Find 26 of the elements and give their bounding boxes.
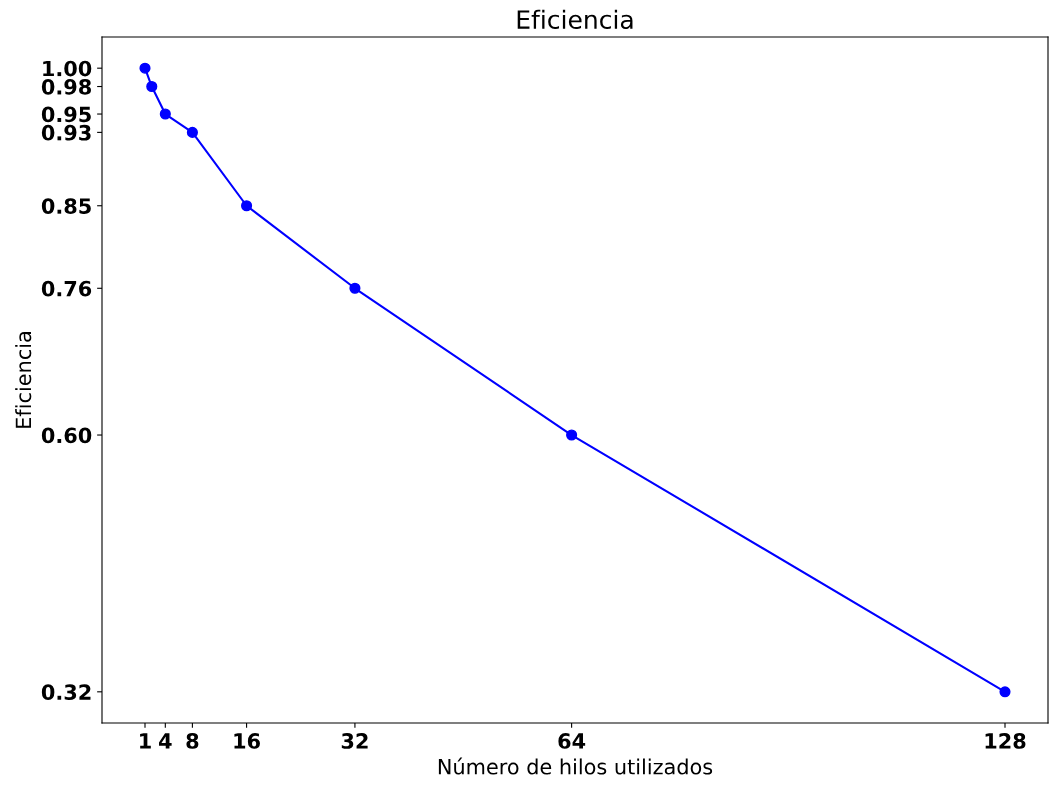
x-tick-label: 64 [558,733,586,749]
y-tick-label: 0.76 [41,280,92,297]
point [139,62,151,74]
point [241,200,253,212]
x-tick-label: 4 [159,733,172,749]
y-tick-label: 0.85 [41,198,91,214]
y-tick-label: 0.93 [41,124,91,141]
point [349,282,361,294]
x-tick-label: 32 [341,733,368,749]
x-tick-label: 1 [140,733,151,749]
point [146,80,158,93]
point [566,429,578,441]
point [186,126,198,138]
x-tick-label: 16 [234,733,260,749]
chart-title: Eficiencia [517,9,633,30]
point [999,686,1011,698]
y-tick-label: 1.00 [43,60,92,77]
y-tick-label: 0.32 [41,684,91,701]
y-tick-label: 0.95 [41,106,91,123]
y-axis-title: Eficiencia [15,332,32,428]
x-tick-label: 8 [186,733,199,749]
y-tick-label: 0.60 [41,427,92,444]
x-tick-label: 128 [985,733,1026,749]
y-tick-label: 0.98 [41,78,91,95]
x-axis-title: Número de hilos utilizados [438,757,713,775]
point [159,108,171,120]
